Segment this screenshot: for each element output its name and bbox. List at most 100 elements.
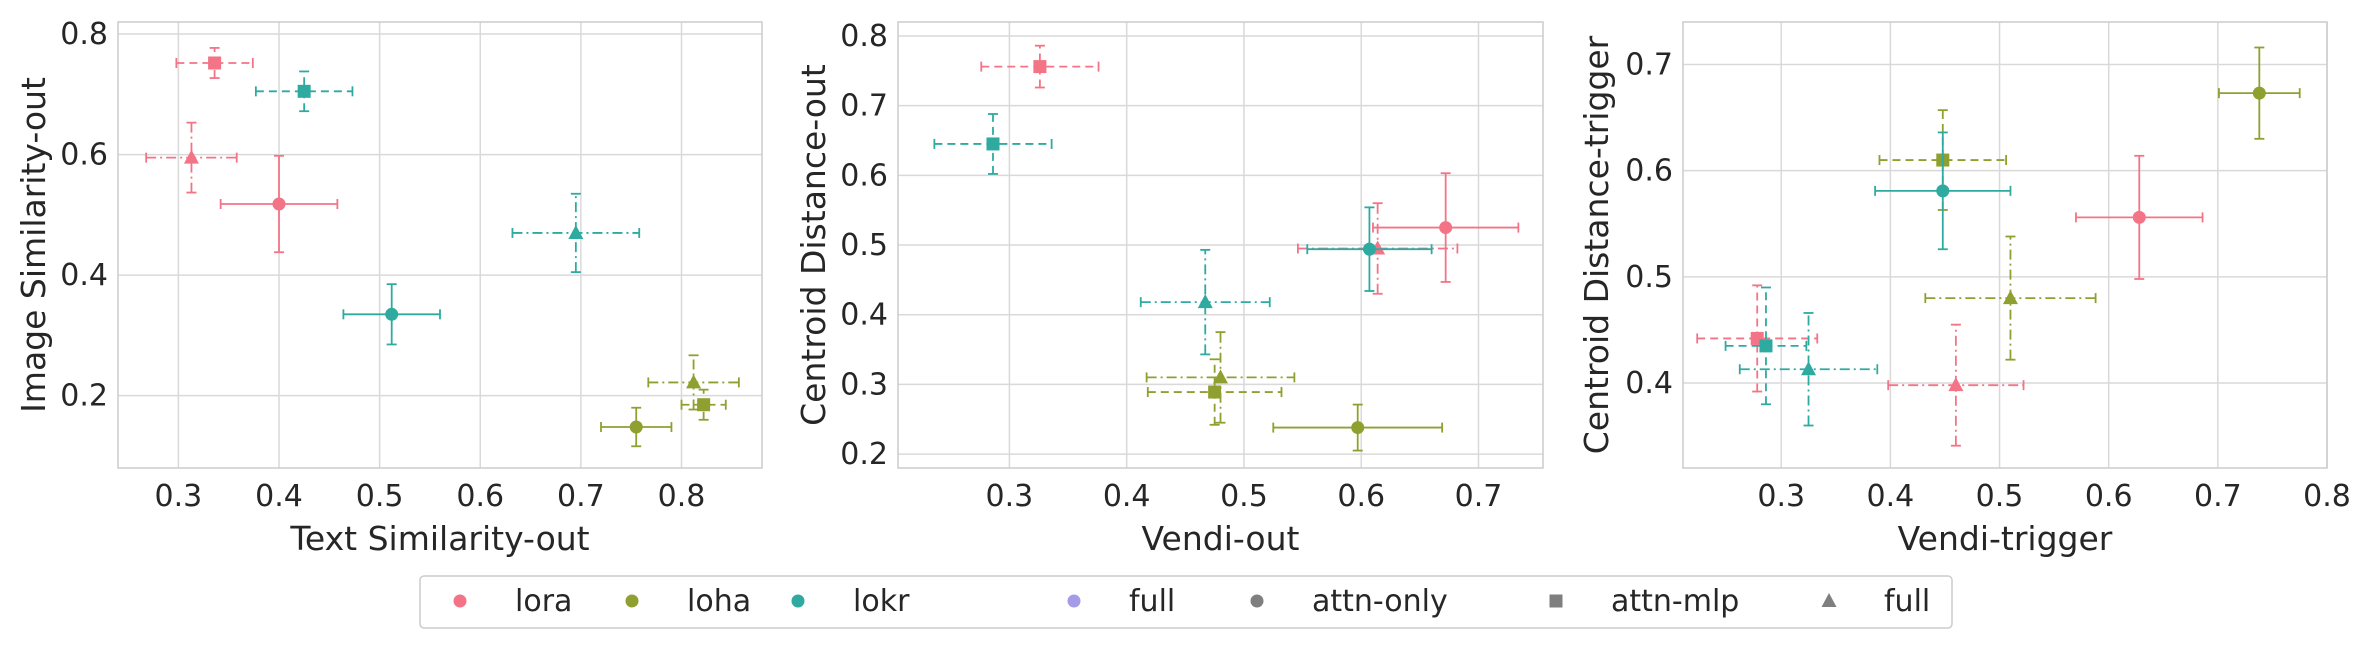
y-tick-label: 0.5: [1625, 260, 1673, 295]
data-point-loha-full: [1924, 235, 2097, 361]
point-marker: [629, 420, 643, 434]
y-tick-label: 0.5: [840, 228, 888, 263]
chart-panel-1: 0.3 0.4 0.5 0.6 0.7 0.8 0.2 0.4 0.6 0.8 Text Simil…: [14, 17, 763, 558]
data-point-lokr-attn-only: [1874, 131, 2012, 251]
point-marker: [1362, 242, 1376, 256]
y-tick-label: 0.7: [840, 89, 888, 124]
data-point-lokr-attn-mlp: [254, 70, 354, 113]
x-tick-label: 0.5: [356, 479, 404, 514]
legend-entry: full: [1067, 584, 1175, 619]
y-tick-label: 0.6: [60, 138, 108, 173]
legend-marker: [1067, 594, 1081, 608]
point-marker: [1936, 184, 1950, 198]
point-marker: [1948, 377, 1964, 392]
plot-frame: [1682, 21, 2328, 469]
legend-frame: [419, 575, 1953, 629]
point-marker: [2252, 86, 2266, 100]
data-point-lora-full: [1887, 323, 2025, 447]
point-marker: [1208, 385, 1222, 399]
data-point-loha-attn-only: [1272, 403, 1444, 452]
legend-label: full: [1129, 584, 1175, 619]
data-point-loha-attn-mlp: [680, 388, 727, 421]
x-axis-label: Text Similarity-out: [289, 519, 589, 558]
chart-panel-3: 0.3 0.4 0.5 0.6 0.7 0.8 0.4 0.5 0.6 0.7 Vendi-trig…: [1577, 21, 2351, 558]
point-marker: [697, 398, 711, 412]
y-axis-label: Centroid Distance-out: [794, 64, 833, 426]
data-point-lokr-attn-mlp: [933, 113, 1053, 175]
x-tick-label: 0.8: [2303, 479, 2351, 514]
point-marker: [1213, 369, 1228, 384]
data-point-lokr-full: [1738, 312, 1879, 427]
plot-frame: [117, 21, 763, 469]
x-tick-label: 0.6: [1337, 479, 1385, 514]
legend-label: lokr: [853, 584, 910, 619]
plot-frame: [897, 21, 1544, 469]
point-marker: [1197, 294, 1213, 309]
data-point-lokr-attn-only: [1306, 206, 1433, 292]
point-marker: [568, 224, 584, 239]
point-marker: [1759, 339, 1773, 353]
x-tick-label: 0.5: [1220, 479, 1268, 514]
x-tick-label: 0.6: [456, 479, 504, 514]
point-marker: [208, 56, 222, 70]
point-marker: [2132, 210, 2146, 224]
x-tick-label: 0.7: [2194, 479, 2242, 514]
data-point-loha-attn-only: [600, 406, 673, 448]
data-point-lokr-full: [1139, 248, 1271, 356]
data-point-lokr-full: [511, 192, 641, 274]
data-point-loha-full: [647, 354, 740, 411]
x-tick-label: 0.3: [155, 479, 203, 514]
y-tick-label: 0.8: [60, 17, 108, 52]
y-tick-label: 0.2: [60, 379, 108, 414]
chart-panel-2: 0.3 0.4 0.5 0.6 0.7 0.2 0.3 0.4 0.5 0.6 0.7 0.8 Vend…: [794, 19, 1544, 558]
x-tick-label: 0.5: [1976, 479, 2024, 514]
legend-entry: loha: [625, 584, 751, 619]
data-point-loha-full: [1145, 331, 1296, 424]
y-tick-label: 0.4: [840, 298, 888, 333]
legend: lora loha lokr full attn-only attn-mlp full: [419, 575, 1953, 629]
x-axis-label: Vendi-trigger: [1898, 519, 2113, 558]
legend-label: loha: [687, 584, 751, 619]
data-point-loha-attn-mlp: [1146, 358, 1283, 426]
x-tick-label: 0.4: [1103, 479, 1151, 514]
data-point-loha-attn-only: [2218, 46, 2301, 140]
point-marker: [1439, 221, 1453, 235]
plot-area: [118, 22, 762, 468]
y-tick-label: 0.6: [840, 158, 888, 193]
y-axis-label: Image Similarity-out: [14, 77, 53, 413]
legend-label: full: [1884, 584, 1930, 619]
legend-label: attn-mlp: [1611, 584, 1739, 619]
y-tick-label: 0.3: [840, 367, 888, 402]
data-point-lora-attn-only: [219, 154, 339, 254]
legend-entry: lokr: [791, 584, 910, 619]
x-axis-label: Vendi-out: [1142, 519, 1300, 558]
data-point-lokr-attn-only: [342, 283, 441, 346]
point-marker: [385, 307, 399, 321]
legend-marker: [625, 594, 639, 608]
legend-marker: [1549, 594, 1563, 608]
data-point-lora-attn-only: [1372, 172, 1520, 283]
point-marker: [297, 84, 311, 98]
x-tick-label: 0.6: [2085, 479, 2133, 514]
point-marker: [986, 137, 1000, 151]
data-point-lokr-attn-mlp: [1724, 286, 1808, 406]
x-tick-label: 0.8: [658, 479, 706, 514]
y-tick-label: 0.6: [1625, 154, 1673, 189]
x-tick-label: 0.3: [1757, 479, 1805, 514]
legend-entry: attn-mlp: [1549, 584, 1739, 619]
y-tick-label: 0.4: [1625, 366, 1673, 401]
data-point-lora-full: [145, 121, 238, 194]
y-tick-label: 0.8: [840, 19, 888, 54]
y-tick-label: 0.7: [1625, 47, 1673, 82]
point-marker: [272, 197, 286, 211]
point-marker: [686, 374, 702, 389]
legend-entry: lora: [453, 584, 572, 619]
legend-marker: [453, 594, 467, 608]
point-marker: [1033, 60, 1047, 74]
legend-marker: [1250, 594, 1264, 608]
legend-marker: [1821, 593, 1837, 607]
legend-label: lora: [515, 584, 572, 619]
plot-area: [1683, 22, 2327, 468]
data-point-lora-attn-mlp: [175, 47, 254, 79]
